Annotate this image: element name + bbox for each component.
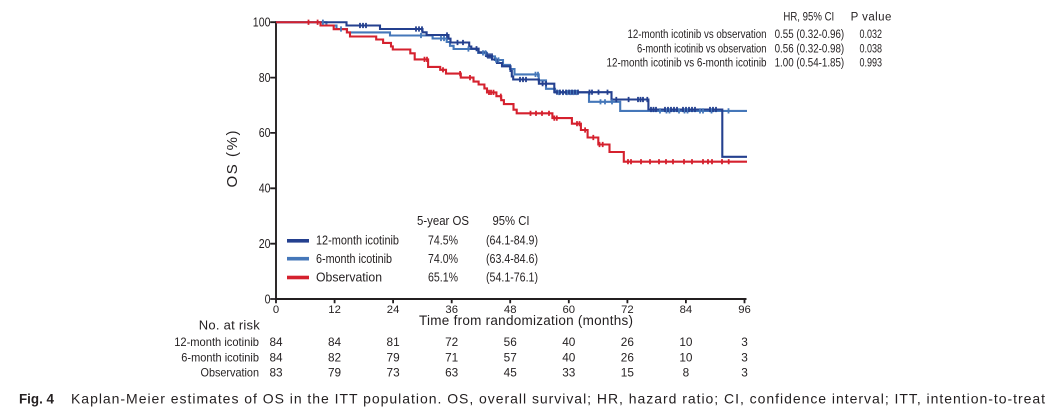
svg-text:Kaplan-Meier estimates of OS i: Kaplan-Meier estimates of OS in the ITT …	[71, 390, 1045, 406]
svg-text:0.993: 0.993	[860, 58, 883, 70]
svg-text:15: 15	[621, 366, 635, 380]
svg-text:3: 3	[741, 335, 748, 349]
svg-text:26: 26	[621, 335, 635, 349]
svg-text:79: 79	[328, 366, 341, 380]
svg-text:26: 26	[621, 351, 635, 365]
svg-text:8: 8	[683, 366, 690, 380]
svg-text:0.038: 0.038	[860, 43, 883, 55]
svg-text:84: 84	[269, 335, 283, 349]
svg-text:84: 84	[680, 304, 693, 316]
svg-text:56: 56	[504, 335, 518, 349]
svg-text:45: 45	[504, 366, 518, 380]
svg-text:84: 84	[269, 351, 283, 365]
svg-text:40: 40	[562, 351, 576, 365]
svg-text:3: 3	[741, 351, 748, 365]
svg-text:60: 60	[259, 126, 271, 140]
svg-text:84: 84	[328, 335, 342, 349]
svg-text:No. at risk: No. at risk	[199, 317, 260, 332]
svg-text:12: 12	[328, 304, 341, 316]
svg-text:5-year OS: 5-year OS	[417, 213, 469, 228]
svg-text:83: 83	[269, 366, 283, 380]
svg-text:0.56 (0.32-0.98): 0.56 (0.32-0.98)	[775, 43, 845, 55]
svg-text:0.032: 0.032	[860, 29, 883, 41]
svg-text:20: 20	[259, 237, 271, 251]
svg-text:24: 24	[387, 304, 400, 316]
svg-text:10: 10	[679, 351, 693, 365]
svg-text:6-month icotinib: 6-month icotinib	[316, 251, 392, 266]
svg-text:71: 71	[445, 351, 458, 365]
svg-text:57: 57	[504, 351, 517, 365]
svg-text:Time from randomization (month: Time from randomization (months)	[419, 313, 633, 328]
svg-text:HR, 95% CI: HR, 95% CI	[783, 12, 834, 24]
svg-text:(54.1-76.1): (54.1-76.1)	[486, 270, 538, 285]
svg-text:80: 80	[259, 71, 271, 85]
svg-text:60: 60	[563, 304, 576, 316]
svg-text:1.00 (0.54-1.85): 1.00 (0.54-1.85)	[775, 58, 845, 70]
svg-text:40: 40	[259, 182, 271, 196]
svg-text:10: 10	[679, 335, 693, 349]
svg-text:3: 3	[741, 366, 748, 380]
svg-text:Observation: Observation	[201, 366, 260, 380]
svg-text:6-month icotinib vs observatio: 6-month icotinib vs observation	[637, 43, 767, 55]
svg-text:36: 36	[445, 304, 458, 316]
svg-text:48: 48	[504, 304, 517, 316]
svg-text:82: 82	[328, 351, 341, 365]
svg-text:0: 0	[265, 292, 271, 306]
svg-text:95% CI: 95% CI	[493, 213, 530, 228]
svg-text:Fig. 4: Fig. 4	[19, 390, 54, 406]
svg-text:81: 81	[387, 335, 400, 349]
svg-text:Observation: Observation	[316, 270, 382, 285]
svg-text:74.0%: 74.0%	[428, 251, 458, 266]
svg-text:12-month icotinib vs observati: 12-month icotinib vs observation	[628, 29, 767, 41]
svg-text:96: 96	[738, 304, 751, 316]
svg-text:100: 100	[253, 16, 271, 30]
svg-text:63: 63	[445, 366, 459, 380]
svg-text:(63.4-84.6): (63.4-84.6)	[486, 251, 538, 266]
svg-text:12-month icotinib vs 6-month i: 12-month icotinib vs 6-month icotinib	[607, 58, 767, 70]
svg-text:72: 72	[445, 335, 458, 349]
svg-text:33: 33	[562, 366, 576, 380]
svg-text:79: 79	[387, 351, 400, 365]
svg-text:(64.1-84.9): (64.1-84.9)	[486, 233, 538, 248]
svg-text:OS (%): OS (%)	[224, 131, 241, 188]
svg-text:74.5%: 74.5%	[428, 233, 458, 248]
svg-text:65.1%: 65.1%	[428, 270, 458, 285]
svg-text:0: 0	[273, 304, 279, 316]
svg-text:P value: P value	[851, 12, 892, 24]
svg-text:72: 72	[621, 304, 634, 316]
svg-text:73: 73	[387, 366, 401, 380]
svg-text:12-month icotinib: 12-month icotinib	[174, 335, 259, 349]
svg-text:0.55 (0.32-0.96): 0.55 (0.32-0.96)	[775, 29, 845, 41]
svg-text:6-month icotinib: 6-month icotinib	[181, 351, 259, 365]
svg-text:40: 40	[562, 335, 576, 349]
svg-text:12-month icotinib: 12-month icotinib	[316, 233, 399, 248]
